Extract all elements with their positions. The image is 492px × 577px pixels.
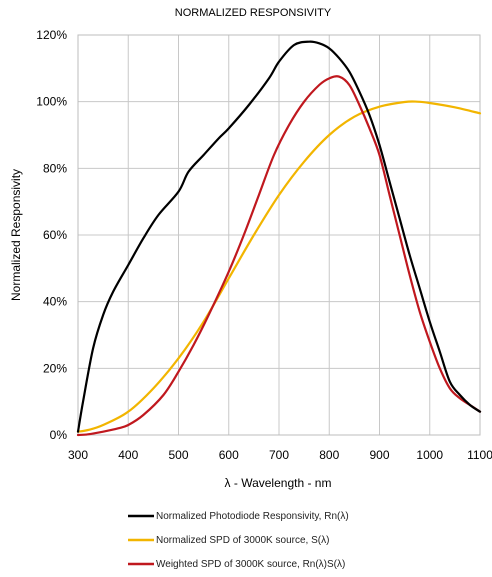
- tick-labels: 300 400 500 600 700 800 900 1000 1100 0% 20% 40% 60%…: [36, 28, 492, 462]
- x-tick-label: 1100: [467, 448, 492, 462]
- x-tick-label: 400: [118, 448, 138, 462]
- gridlines: [77, 34, 481, 436]
- x-axis-title: λ - Wavelength - nm: [225, 476, 332, 490]
- series-lines: [76, 40, 482, 437]
- y-tick-label: 40%: [43, 295, 67, 309]
- y-tick-label: 120%: [36, 28, 67, 42]
- y-tick-label: 100%: [36, 95, 67, 109]
- x-tick-label: 300: [68, 448, 88, 462]
- x-tick-label: 600: [219, 448, 239, 462]
- legend-label-weighted-spd: Weighted SPD of 3000K source, Rn(λ)S(λ): [156, 559, 345, 570]
- y-tick-label: 20%: [43, 361, 67, 375]
- x-tick-label: 900: [369, 448, 389, 462]
- x-tick-label: 700: [269, 448, 289, 462]
- series-line-weighted-spd: [76, 75, 482, 437]
- y-tick-label: 80%: [43, 161, 67, 175]
- series-line-photodiode-responsivity: [76, 40, 482, 433]
- chart-title: NORMALIZED RESPONSIVITY: [175, 7, 332, 19]
- x-tick-label: 1000: [416, 448, 443, 462]
- y-tick-label: 0%: [50, 428, 68, 442]
- plot-area-border: [77, 34, 481, 436]
- y-axis-title: Normalized Responsivity: [9, 169, 23, 301]
- series-line-source-spd: [76, 100, 482, 433]
- legend-label-photodiode-responsivity: Normalized Photodiode Responsivity, Rn(λ…: [156, 511, 349, 522]
- legend-label-source-spd: Normalized SPD of 3000K source, S(λ): [156, 535, 329, 546]
- x-tick-label: 500: [168, 448, 188, 462]
- legend: Normalized Photodiode Responsivity, Rn(λ…: [128, 511, 349, 570]
- x-tick-label: 800: [319, 448, 339, 462]
- y-tick-label: 60%: [43, 228, 67, 242]
